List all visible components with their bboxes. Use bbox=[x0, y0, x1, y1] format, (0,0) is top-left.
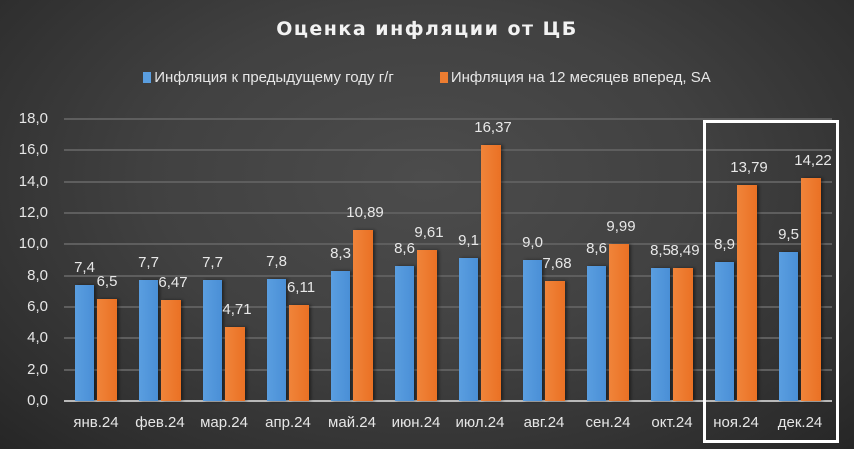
y-tick-label: 0,0 bbox=[27, 392, 48, 409]
data-label-yoy: 8,9 bbox=[714, 235, 735, 253]
gridline bbox=[64, 306, 832, 308]
data-label-yoy: 8,5 bbox=[650, 241, 671, 259]
gridline bbox=[64, 212, 832, 214]
gridline bbox=[64, 243, 832, 246]
x-tick-label: ноя.24 bbox=[713, 414, 759, 431]
bar-forward-дек.24 bbox=[801, 178, 821, 401]
y-tick-label: 12,0 bbox=[18, 204, 48, 221]
chart-legend: Инфляция к предыдущему году г/г Инфляция… bbox=[0, 69, 854, 86]
x-tick-label: сен.24 bbox=[585, 414, 631, 431]
gridline bbox=[64, 368, 832, 371]
x-tick-label: авг.24 bbox=[523, 414, 565, 431]
bar-forward-июл.24 bbox=[481, 144, 501, 401]
chart-title: Оценка инфляции от ЦБ bbox=[276, 18, 578, 40]
x-tick-label: июн.24 bbox=[391, 414, 441, 431]
data-label-forward: 6,47 bbox=[158, 273, 188, 291]
data-label-forward: 8,49 bbox=[670, 241, 700, 259]
x-tick-label: май.24 bbox=[328, 414, 376, 431]
bar-forward-июн.24 bbox=[417, 250, 437, 401]
data-label-forward: 6,5 bbox=[96, 273, 118, 291]
bar-yoy-окт.24 bbox=[651, 267, 670, 401]
data-label-yoy: 7,7 bbox=[202, 254, 223, 272]
data-label-yoy: 9,0 bbox=[522, 234, 543, 251]
bar-forward-окт.24 bbox=[673, 267, 693, 401]
data-label-yoy: 8,6 bbox=[394, 240, 415, 258]
y-tick-label: 10,0 bbox=[18, 235, 48, 253]
data-label-yoy: 7,8 bbox=[266, 252, 287, 270]
data-label-forward: 16,37 bbox=[474, 118, 512, 136]
y-tick-label: 6,0 bbox=[27, 298, 48, 315]
bar-yoy-май.24 bbox=[331, 270, 350, 401]
data-label-yoy: 8,6 bbox=[586, 240, 607, 258]
x-axis-line bbox=[64, 400, 832, 402]
bar-forward-фев.24 bbox=[161, 299, 181, 401]
bar-forward-сен.24 bbox=[609, 244, 629, 401]
x-tick-label: окт.24 bbox=[651, 414, 693, 431]
bar-forward-мар.24 bbox=[225, 327, 245, 401]
legend-swatch-blue bbox=[143, 72, 152, 83]
y-tick-label: 4,0 bbox=[27, 329, 48, 347]
data-label-forward: 9,99 bbox=[606, 218, 636, 236]
bar-yoy-июл.24 bbox=[459, 258, 478, 401]
bar-forward-авг.24 bbox=[545, 280, 565, 401]
y-tick-label: 8,0 bbox=[27, 266, 48, 284]
data-label-forward: 13,79 bbox=[730, 158, 768, 176]
x-tick-label: июл.24 bbox=[455, 414, 505, 431]
y-tick-label: 16,0 bbox=[18, 141, 48, 159]
bar-forward-ноя.24 bbox=[737, 184, 757, 401]
legend-label: Инфляция к предыдущему году г/г bbox=[154, 69, 394, 86]
data-label-forward: 6,11 bbox=[286, 279, 316, 297]
legend-item-forward: Инфляция на 12 месяцев вперед, SA bbox=[439, 69, 711, 86]
data-label-yoy: 8,3 bbox=[330, 244, 351, 262]
data-label-forward: 9,61 bbox=[414, 224, 444, 242]
legend-swatch-orange bbox=[439, 72, 448, 83]
y-tick-label: 14,0 bbox=[18, 172, 48, 190]
x-tick-label: янв.24 bbox=[73, 414, 119, 431]
data-label-yoy: 7,4 bbox=[74, 259, 95, 277]
bar-yoy-янв.24 bbox=[75, 285, 94, 401]
bar-forward-апр.24 bbox=[289, 305, 309, 401]
bar-yoy-фев.24 bbox=[139, 280, 158, 401]
x-tick-label: апр.24 bbox=[265, 414, 311, 431]
x-tick-label: дек.24 bbox=[777, 414, 823, 431]
bar-forward-май.24 bbox=[353, 230, 373, 401]
bar-yoy-дек.24 bbox=[779, 252, 798, 401]
bar-yoy-ноя.24 bbox=[715, 261, 734, 401]
x-tick-label: мар.24 bbox=[200, 414, 248, 431]
highlight-box-nov-dec bbox=[703, 120, 839, 443]
bar-yoy-апр.24 bbox=[267, 278, 286, 401]
data-label-forward: 10,89 bbox=[346, 204, 384, 222]
legend-label: Инфляция на 12 месяцев вперед, SA bbox=[450, 69, 711, 86]
gridline bbox=[64, 118, 832, 120]
gridline bbox=[64, 180, 832, 183]
bar-yoy-мар.24 bbox=[203, 280, 222, 401]
legend-item-yoy: Инфляция к предыдущему году г/г bbox=[143, 69, 394, 86]
bar-forward-янв.24 bbox=[97, 299, 117, 401]
bar-yoy-авг.24 bbox=[523, 260, 542, 401]
gridline bbox=[64, 274, 832, 277]
data-label-yoy: 9,5 bbox=[778, 226, 799, 244]
gridline bbox=[64, 337, 832, 340]
y-tick-label: 2,0 bbox=[27, 360, 48, 378]
bar-yoy-сен.24 bbox=[587, 266, 606, 401]
data-label-yoy: 7,7 bbox=[138, 254, 159, 272]
data-label-yoy: 9,1 bbox=[458, 232, 479, 250]
data-label-forward: 4,71 bbox=[222, 301, 252, 319]
gridline bbox=[64, 149, 832, 152]
bar-yoy-июн.24 bbox=[395, 266, 414, 401]
y-tick-label: 18,0 bbox=[18, 110, 48, 127]
data-label-forward: 7,68 bbox=[542, 254, 572, 272]
x-tick-label: фев.24 bbox=[135, 414, 185, 431]
data-label-forward: 14,22 bbox=[794, 152, 832, 170]
